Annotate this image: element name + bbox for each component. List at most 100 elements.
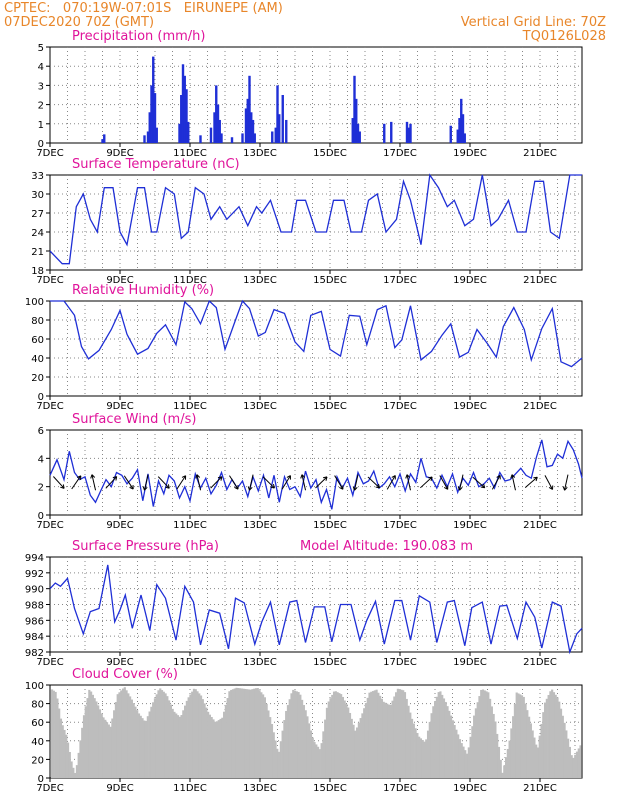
cloud-cover-bar <box>309 730 313 778</box>
cloud-cover-bar <box>260 692 263 778</box>
vertical-grid-line-label: Vertical Grid Line: 70Z <box>460 15 606 30</box>
cloud-cover-bar <box>207 711 210 778</box>
x-tick-label: 15DEC <box>313 148 347 159</box>
x-tick-label: 9DEC <box>106 520 133 531</box>
cloud-cover-bar <box>341 696 344 778</box>
y-tick-label: 60 <box>31 718 44 729</box>
cloud-cover-bar <box>423 741 426 778</box>
cloud-cover-bar <box>485 691 488 778</box>
wind-arrow-head <box>247 486 250 491</box>
cloud-cover-bar <box>357 722 360 778</box>
precip-bar <box>183 75 186 143</box>
cloud-cover-bar <box>285 710 288 778</box>
cloud-cover-bar <box>526 710 529 778</box>
cloud-cover-bar <box>453 724 456 778</box>
y-tick-label: 27 <box>31 209 44 220</box>
cloud-cover-bar <box>304 710 307 778</box>
precip-bar <box>155 127 158 143</box>
cloud-cover-bar <box>223 711 226 778</box>
cloud-cover-bar <box>400 689 403 778</box>
cloud-cover-bar <box>480 689 483 778</box>
x-tick-label: 7DEC <box>36 275 63 286</box>
cloud-cover-bar <box>180 715 183 778</box>
cloud-cover-bar <box>451 720 454 778</box>
wind-arrow-head <box>459 486 463 491</box>
x-tick-label: 15DEC <box>313 275 347 286</box>
y-tick-label: 80 <box>31 316 44 327</box>
cloud-cover-bar <box>442 698 446 778</box>
cloud-cover-bar <box>192 688 196 778</box>
cloud-cover-bar <box>568 746 571 778</box>
wind-arrow <box>143 474 149 491</box>
y-tick-label: 5 <box>38 43 44 54</box>
cloud-cover-bar <box>274 740 277 778</box>
cloud-cover-bar <box>329 698 332 778</box>
wind-arrow-head <box>300 474 303 479</box>
wind-arrow <box>301 474 307 491</box>
precip-bar <box>101 139 104 143</box>
cloud-cover-bar <box>426 730 430 778</box>
wind-arrow <box>511 474 516 491</box>
x-tick-label: 7DEC <box>36 148 63 159</box>
wind-arrow-head <box>272 484 275 489</box>
cloud-cover-bar <box>299 694 302 778</box>
cloud-cover-bar <box>425 739 428 778</box>
precip-bar <box>180 95 183 143</box>
wind-arrow <box>420 476 433 489</box>
cloud-cover-bar <box>93 698 96 778</box>
cloud-cover-bar <box>428 721 431 778</box>
cloud-cover-bar <box>529 723 532 778</box>
precip-bar <box>458 118 461 143</box>
cloud-cover-bar <box>130 699 133 778</box>
precip-bar <box>353 75 356 143</box>
cloud-cover-bar <box>262 694 265 778</box>
precip-bar <box>274 127 277 143</box>
cloud-cover-bar <box>144 720 148 778</box>
precip-bar <box>248 75 251 143</box>
wind-arrow-head <box>562 486 566 491</box>
wind-arrow <box>334 475 344 490</box>
cloud-cover-bar <box>350 718 353 778</box>
cloud-cover-bar <box>556 697 559 778</box>
cloud-cover-bar <box>434 701 437 778</box>
cloud-cover-bar <box>577 748 580 778</box>
cloud-cover-bar <box>107 724 110 778</box>
cloud-cover-bar <box>65 734 68 778</box>
cloud-cover-bar <box>150 706 153 778</box>
cloud-cover-bar <box>324 719 327 778</box>
cloud-cover-bar <box>235 687 238 778</box>
cloud-cover-bar <box>311 737 314 778</box>
precip-bar <box>253 133 256 143</box>
wind-arrow-head <box>339 486 344 490</box>
precip-bar <box>251 119 255 143</box>
x-tick-label: 15DEC <box>313 401 347 412</box>
cloud-cover-bar <box>281 730 284 778</box>
cloud-cover-bar <box>391 700 394 778</box>
wind-arrow-head <box>480 486 485 489</box>
cloud-cover-bar <box>256 688 259 778</box>
cloud-cover-bar <box>414 728 417 778</box>
wind-arrow-head <box>322 476 328 479</box>
wind-arrow-head <box>325 476 328 481</box>
cloud-cover-bar <box>487 692 490 778</box>
cloud-cover-bar <box>171 708 174 778</box>
x-tick-label: 9DEC <box>106 783 133 794</box>
cloud-cover-bar <box>58 708 61 778</box>
cloud-cover-bar <box>125 690 128 778</box>
cloud-cover-bar <box>113 710 116 778</box>
cloud-cover-bar <box>253 688 256 778</box>
cloud-cover-bar <box>214 721 217 778</box>
cloud-cover-bar <box>68 752 71 778</box>
wind-arrow <box>524 476 538 489</box>
x-tick-label: 19DEC <box>453 783 487 794</box>
cloud-cover-bar <box>249 689 252 778</box>
precip-bar <box>456 129 459 143</box>
x-tick-label: 17DEC <box>383 520 417 531</box>
cloud-cover-bar <box>356 727 359 778</box>
cloud-cover-bar <box>59 718 63 778</box>
precip-bar <box>146 131 150 143</box>
wind-arrow <box>406 474 411 491</box>
cloud-cover-bar <box>159 688 162 778</box>
cloud-cover-bar <box>497 746 501 778</box>
x-tick-label: 7DEC <box>36 657 63 668</box>
